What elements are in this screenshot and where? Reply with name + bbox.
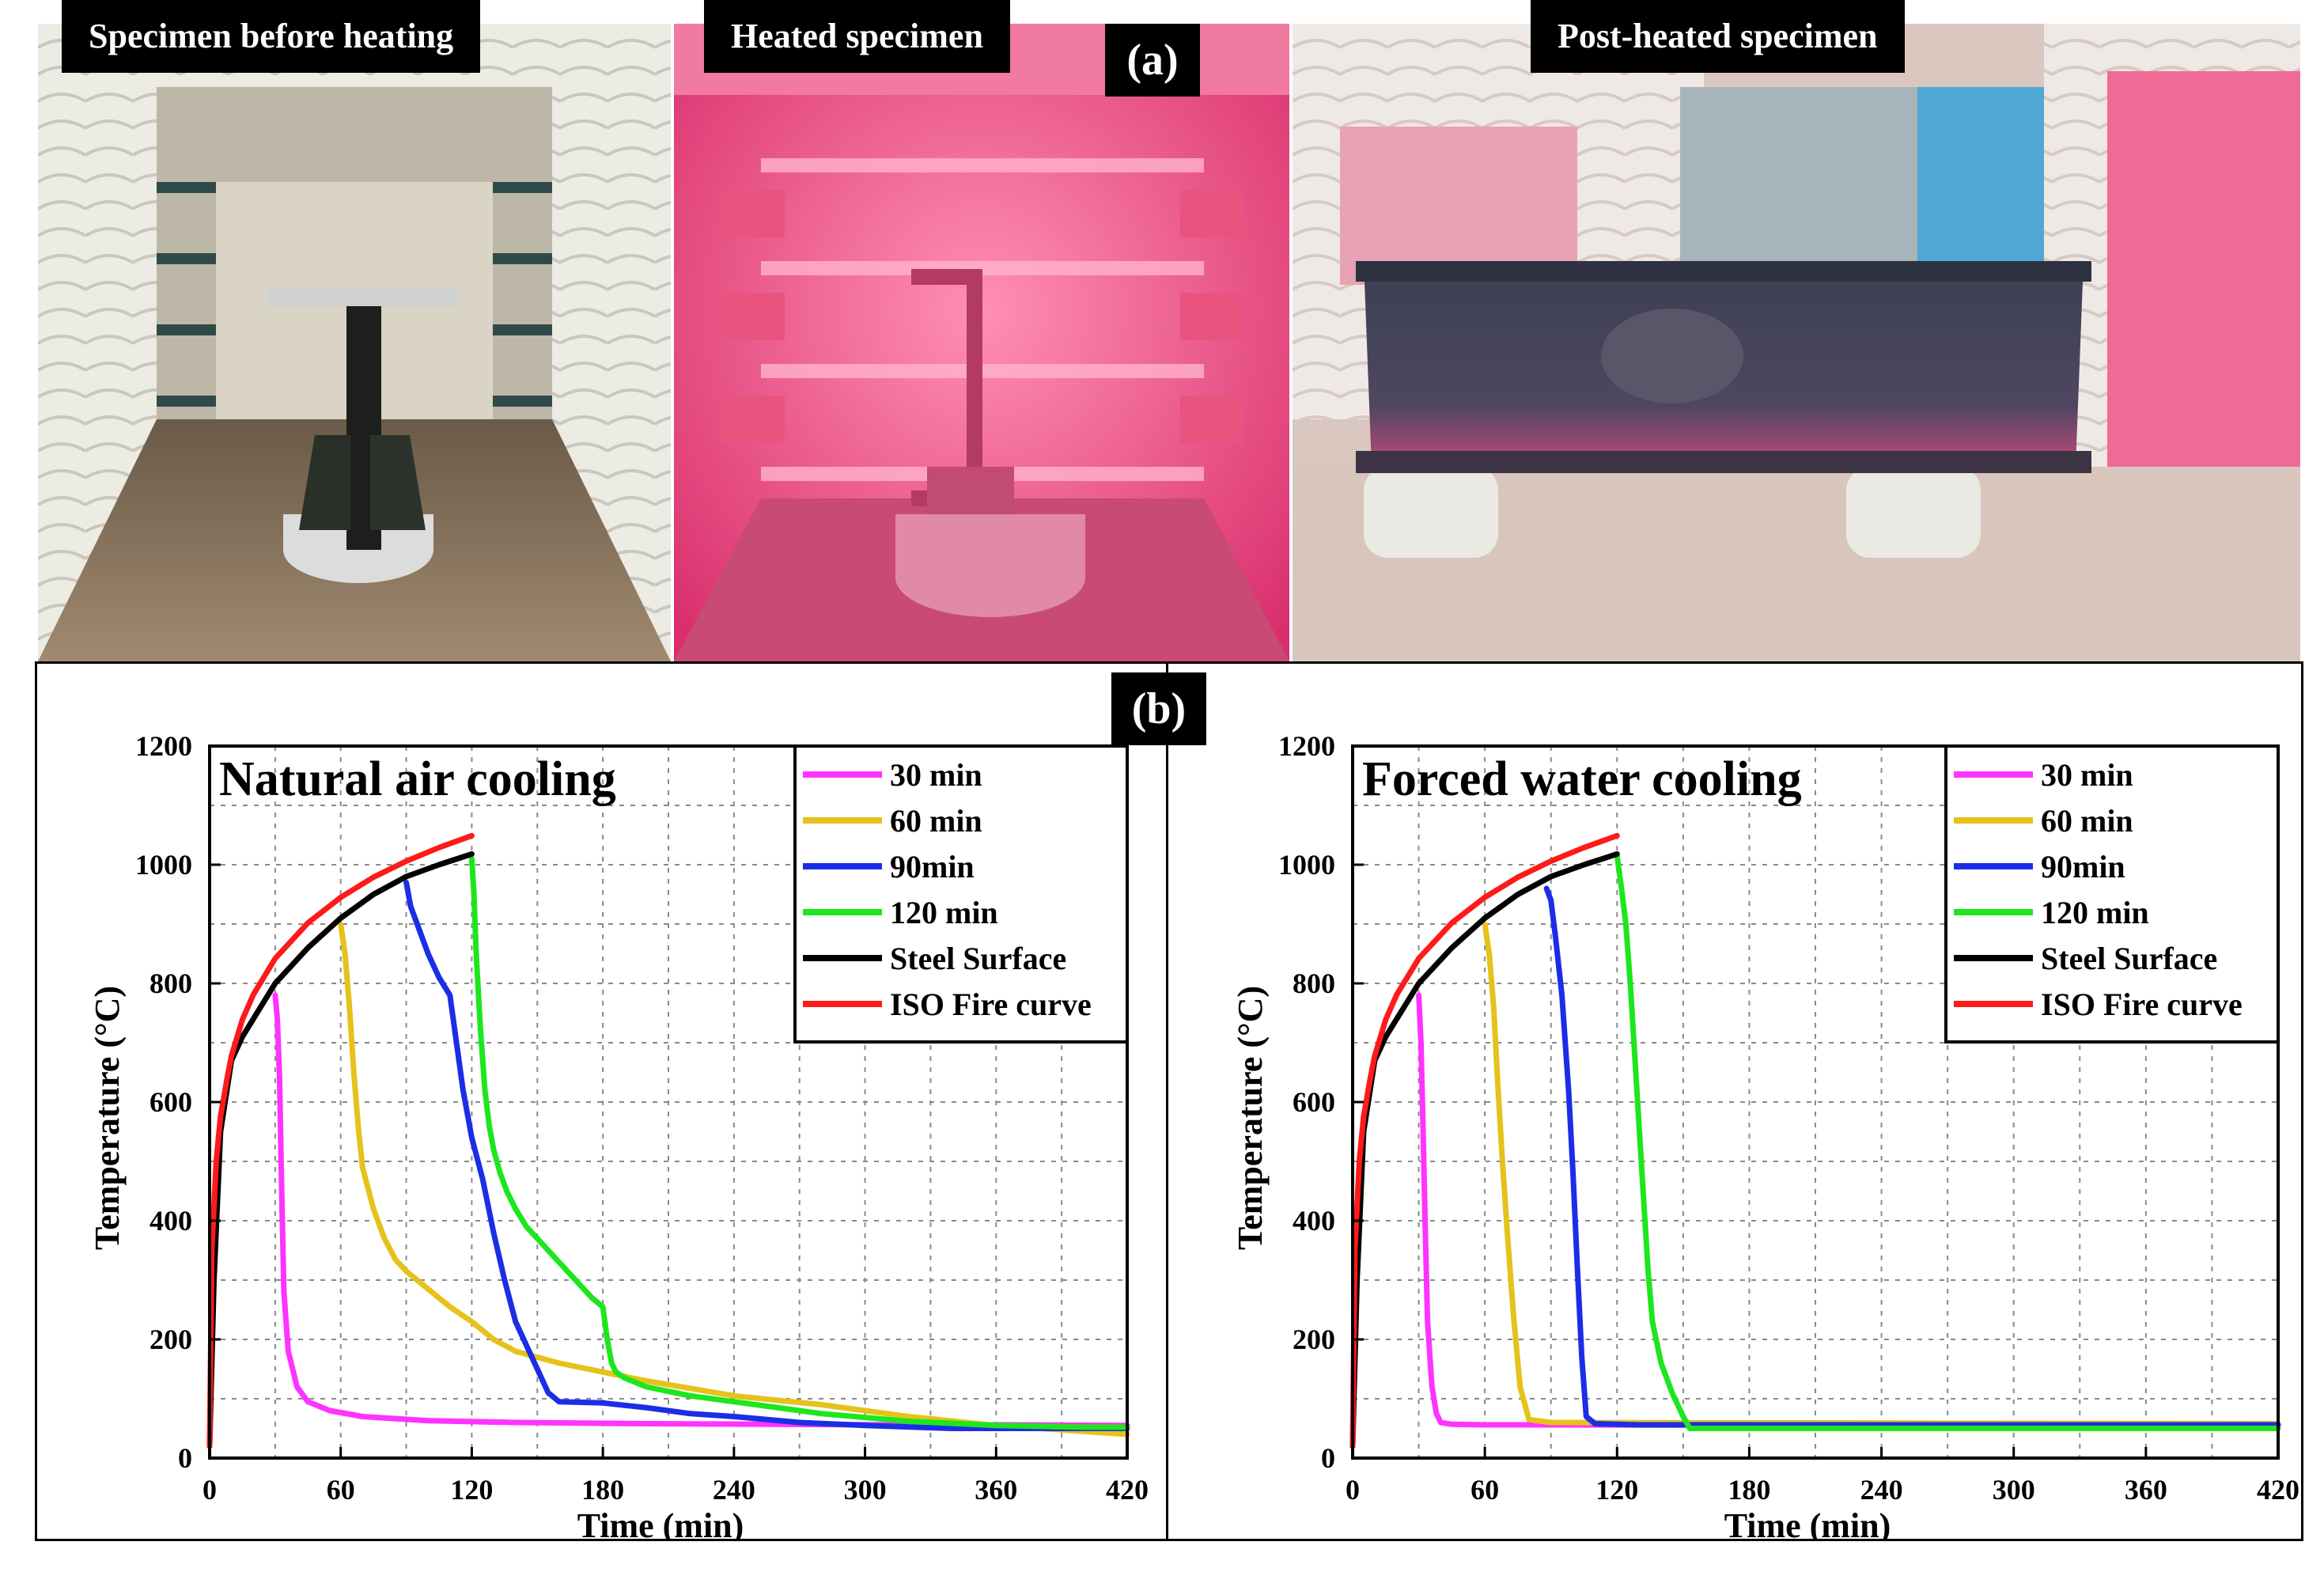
panel-a-label: (a) — [1105, 24, 1200, 97]
chart-natural-air-cooling-svg: 0 60 120 180 240 300 360 420 0 200 400 600 800 1000 12… — [88, 730, 1149, 1545]
y-axis-label: Temperature (°C) — [1231, 986, 1270, 1250]
chart-title: Natural air cooling — [219, 752, 616, 806]
chart-forced-water-cooling-svg: 0 60 120 180 240 300 360 420 0 200 400 600 800 1000 12… — [1231, 730, 2299, 1545]
x-axis-label: Time (min) — [577, 1506, 744, 1541]
y-tick-label: 200 — [150, 1324, 192, 1355]
chart-panel-frame — [35, 661, 2303, 1541]
y-tick-label: 1200 — [135, 730, 192, 762]
x-tick-label: 360 — [2125, 1474, 2167, 1506]
chart-title: Forced water cooling — [1362, 752, 1802, 806]
x-tick-label: 0 — [202, 1474, 217, 1506]
y-tick-label: 0 — [1321, 1442, 1335, 1474]
chart-natural-air-cooling: 0 60 120 180 240 300 360 420 0 200 400 600 800 1000 12… — [37, 661, 1166, 1545]
x-tick-label: 180 — [1728, 1474, 1770, 1506]
y-tick-label: 600 — [150, 1086, 192, 1118]
caption-heated-specimen: Heated specimen — [704, 0, 1010, 73]
x-tick-label: 60 — [1470, 1474, 1499, 1506]
photo-strip — [38, 24, 2300, 661]
legend-label: 60 min — [890, 803, 982, 839]
x-tick-label: 180 — [581, 1474, 624, 1506]
caption-before-heating: Specimen before heating — [62, 0, 481, 73]
caption-post-heated-specimen: Post-heated specimen — [1531, 0, 1905, 73]
series-line-90min — [1543, 885, 2281, 1428]
y-tick-label: 800 — [150, 968, 192, 999]
x-tick-label: 420 — [2257, 1474, 2299, 1506]
series-line-iso-fire-curve — [206, 832, 475, 1449]
legend-label: 30 min — [2041, 757, 2133, 793]
legend-label: 120 min — [890, 895, 998, 930]
y-tick-label: 1200 — [1278, 730, 1335, 762]
x-tick-label: 300 — [844, 1474, 887, 1506]
photo-post-heated-specimen — [1293, 24, 2300, 661]
y-tick-label: 600 — [1293, 1086, 1335, 1118]
x-tick-label: 420 — [1106, 1474, 1149, 1506]
x-tick-label: 0 — [1346, 1474, 1360, 1506]
legend-label: Steel Surface — [890, 941, 1066, 976]
chart-forced-water-cooling: 0 60 120 180 240 300 360 420 0 200 400 600 800 1000 12… — [1168, 661, 2301, 1545]
x-tick-label: 120 — [450, 1474, 493, 1506]
y-tick-label: 400 — [1293, 1205, 1335, 1237]
y-tick-label: 0 — [178, 1442, 192, 1474]
photo-heated-specimen — [674, 24, 1289, 661]
series-line-60-min — [338, 921, 1130, 1438]
y-axis-label: Temperature (°C) — [88, 986, 127, 1250]
x-tick-label: 60 — [327, 1474, 355, 1506]
legend-label: 90min — [890, 849, 975, 884]
series-line-90min — [403, 880, 1130, 1431]
y-tick-label: 1000 — [135, 849, 192, 881]
legend-label: Steel Surface — [2041, 941, 2217, 976]
y-tick-label: 800 — [1293, 968, 1335, 999]
series-line-120-min — [1614, 853, 2281, 1431]
series-line-iso-fire-curve — [1349, 832, 1620, 1449]
x-tick-label: 240 — [713, 1474, 755, 1506]
grid — [1353, 746, 2278, 1458]
x-tick-label: 120 — [1595, 1474, 1638, 1506]
x-axis-label: Time (min) — [1724, 1506, 1891, 1541]
x-tick-label: 360 — [975, 1474, 1017, 1506]
legend-label: ISO Fire curve — [2041, 987, 2243, 1022]
legend-box — [1944, 744, 2280, 1044]
legend-box — [793, 744, 1129, 1044]
panel-b-label: (b) — [1111, 672, 1206, 745]
legend-label: ISO Fire curve — [890, 987, 1092, 1022]
x-tick-label: 240 — [1860, 1474, 1903, 1506]
y-tick-label: 200 — [1293, 1324, 1335, 1355]
chart-panel-divider — [1166, 661, 1168, 1541]
legend-label: 30 min — [890, 757, 982, 793]
photo-before-heating — [38, 24, 671, 661]
x-tick-label: 300 — [1993, 1474, 2035, 1506]
y-tick-label: 1000 — [1278, 849, 1335, 881]
legend-label: 60 min — [2041, 803, 2133, 839]
y-tick-label: 400 — [150, 1205, 192, 1237]
series-line-30-min — [1416, 992, 2281, 1429]
legend-label: 120 min — [2041, 895, 2149, 930]
series-line-120-min — [468, 856, 1130, 1430]
series-line-60-min — [1482, 921, 2281, 1426]
legend-label: 90min — [2041, 849, 2125, 884]
